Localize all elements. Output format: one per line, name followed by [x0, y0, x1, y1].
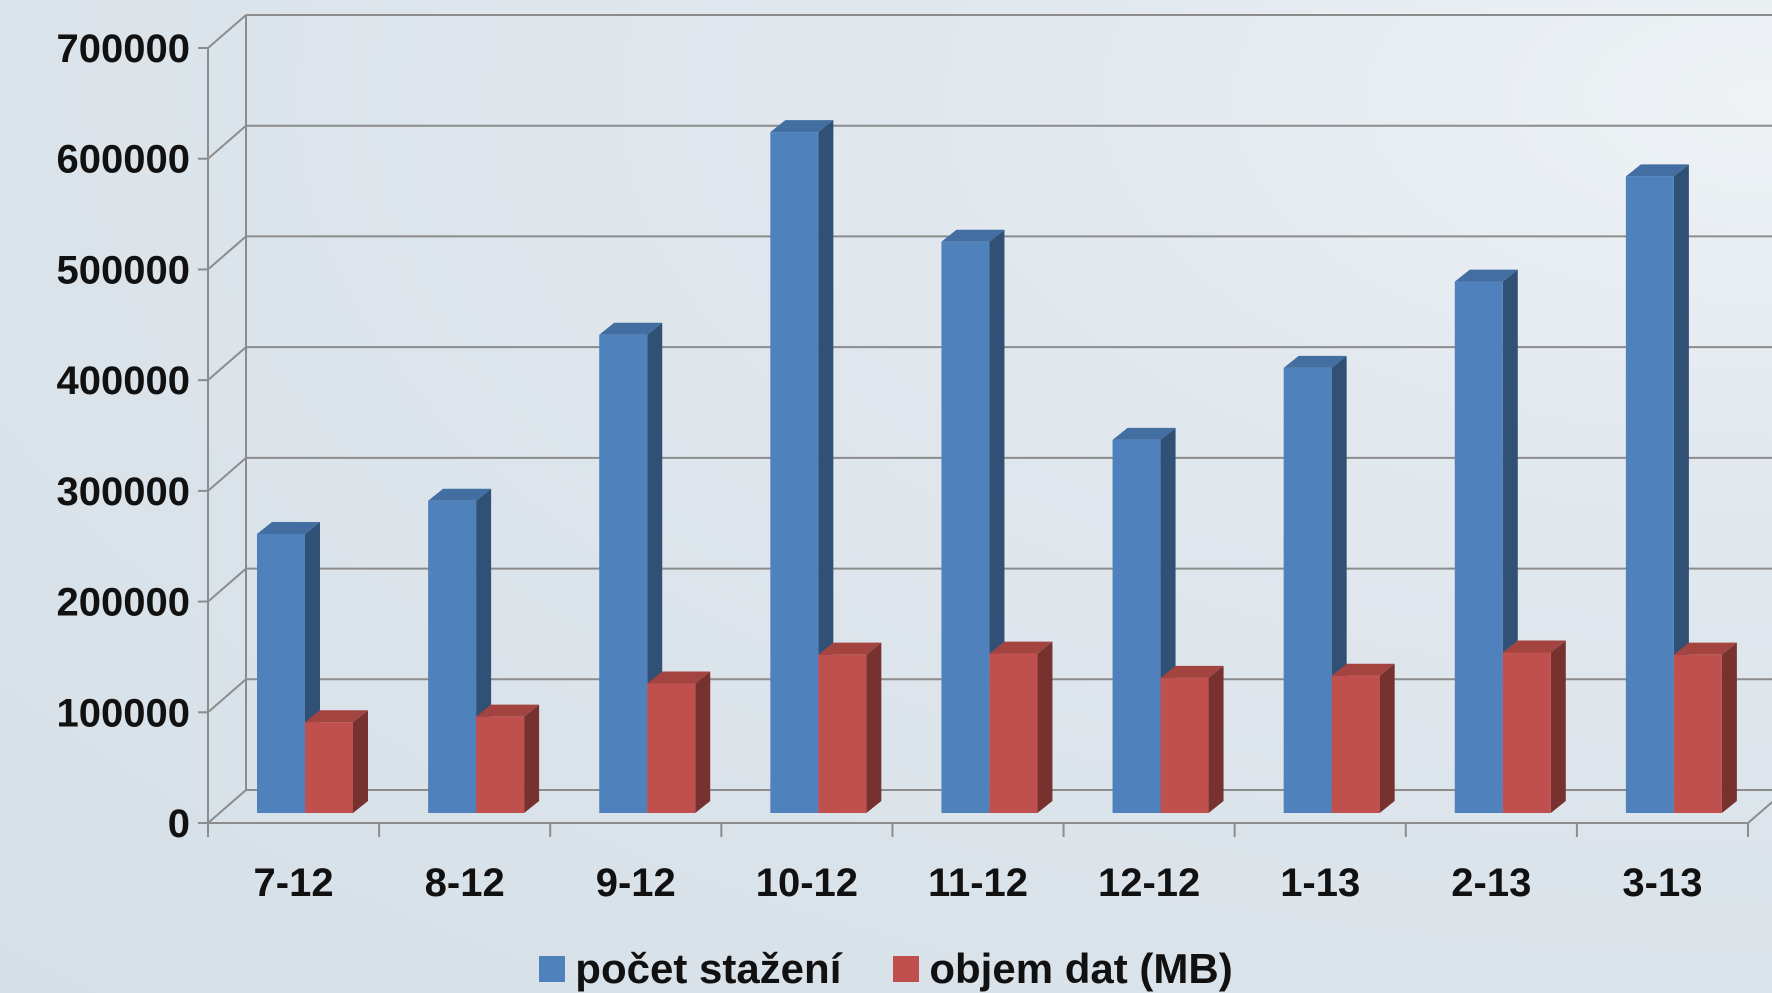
- gridline-depth: [207, 14, 247, 49]
- bar-side: [818, 120, 834, 814]
- bar-top: [257, 522, 320, 534]
- bar-front: [1331, 675, 1380, 813]
- bars: [257, 120, 1737, 814]
- data-volume-bar: [818, 642, 882, 813]
- gridline-depth: [207, 457, 247, 492]
- x-category-label: 7-12: [254, 861, 334, 905]
- bar-side: [1208, 665, 1224, 813]
- bar-top: [1625, 164, 1689, 177]
- bar-top: [305, 710, 368, 723]
- x-category-label: 10-12: [756, 861, 858, 905]
- data-volume-bar: [1331, 663, 1395, 813]
- bar-side: [1379, 663, 1395, 813]
- bar-top: [1331, 663, 1395, 676]
- x-category-label: 12-12: [1098, 861, 1200, 905]
- y-tick-label: 300000: [57, 470, 190, 514]
- bar-top: [476, 704, 540, 717]
- gridline-depth: [207, 678, 247, 714]
- bar-top: [599, 322, 663, 335]
- legend-swatch-data-volume: [893, 956, 920, 982]
- bar-top: [1502, 640, 1566, 653]
- gridline-depth: [207, 567, 247, 603]
- bar-side: [1550, 640, 1566, 813]
- bar-top: [1673, 642, 1737, 655]
- bar-top: [647, 671, 711, 684]
- bar-side: [866, 642, 882, 813]
- bar-top: [989, 641, 1053, 654]
- y-tick-label: 400000: [57, 359, 190, 403]
- bar-front: [257, 534, 305, 813]
- x-category-label: 1-13: [1280, 861, 1360, 905]
- downloads-bar: [770, 120, 834, 814]
- bar-front: [1454, 281, 1503, 814]
- gridline-depth: [207, 346, 247, 381]
- y-tick-label: 500000: [57, 248, 190, 292]
- bar-front: [1673, 654, 1722, 813]
- bar-front: [770, 132, 819, 813]
- legend-label-downloads: počet stažení: [575, 945, 842, 992]
- bar-top: [1283, 355, 1347, 368]
- bar-side: [695, 671, 711, 813]
- gridlines: [207, 14, 1772, 824]
- legend-item-data-volume: objem dat (MB): [893, 945, 1233, 993]
- gridline-depth: [207, 124, 247, 160]
- y-tick-label: 700000: [57, 27, 190, 71]
- bar-top: [818, 642, 882, 655]
- bar-front: [818, 654, 867, 813]
- y-tick-label: 100000: [57, 691, 190, 735]
- data-volume-bar: [305, 710, 368, 813]
- legend-swatch-downloads: [539, 956, 566, 982]
- data-volume-bar: [1502, 640, 1566, 813]
- x-category-label: 2-13: [1451, 861, 1531, 905]
- y-tick-label: 600000: [57, 138, 190, 182]
- legend: počet stažení objem dat (MB): [0, 945, 1772, 993]
- bar-top: [1160, 665, 1224, 678]
- legend-label-data-volume: objem dat (MB): [929, 945, 1233, 992]
- data-volume-bar: [1160, 665, 1224, 813]
- x-category-label: 9-12: [596, 861, 676, 905]
- bar-front: [1502, 652, 1551, 813]
- bar-top: [1454, 269, 1518, 282]
- bar-top: [941, 229, 1005, 242]
- bar-front: [428, 500, 477, 813]
- bar-front: [1112, 439, 1161, 813]
- bar-front: [476, 716, 525, 813]
- bar-side: [1721, 642, 1737, 813]
- gridline-depth: [207, 235, 247, 271]
- downloads-bar: [599, 322, 663, 813]
- bar-side: [1037, 641, 1053, 813]
- bar-front: [989, 653, 1038, 813]
- bar-top: [428, 488, 492, 501]
- downloads-bar: [1283, 355, 1347, 813]
- gridline-depth: [207, 789, 247, 824]
- y-tick-label: 0: [168, 802, 190, 846]
- data-volume-bar: [647, 671, 711, 813]
- bar-front: [1283, 367, 1332, 813]
- legend-item-downloads: počet stažení: [539, 945, 841, 993]
- bar-top: [1112, 427, 1176, 440]
- data-volume-bar: [476, 704, 540, 813]
- x-category-label: 3-13: [1622, 861, 1702, 905]
- bar-top: [770, 120, 834, 133]
- axis-labels: 0 100000 200000 300000 400000 500000 600000 700…: [57, 27, 1703, 905]
- bar-front: [305, 722, 353, 813]
- bar-front: [1160, 677, 1209, 813]
- bar-front: [599, 334, 648, 813]
- axes: [198, 47, 1772, 837]
- bar-front: [1625, 176, 1674, 814]
- x-category-label: 8-12: [425, 861, 505, 905]
- y-tick-label: 200000: [57, 581, 190, 625]
- data-volume-bar: [989, 641, 1053, 813]
- data-volume-bar: [1673, 642, 1737, 813]
- floor-edge: [1747, 800, 1772, 824]
- bar-front: [647, 683, 696, 813]
- bar-front: [941, 241, 990, 813]
- x-category-label: 11-12: [928, 861, 1028, 905]
- bar-side: [524, 704, 540, 813]
- bar-side: [353, 710, 368, 813]
